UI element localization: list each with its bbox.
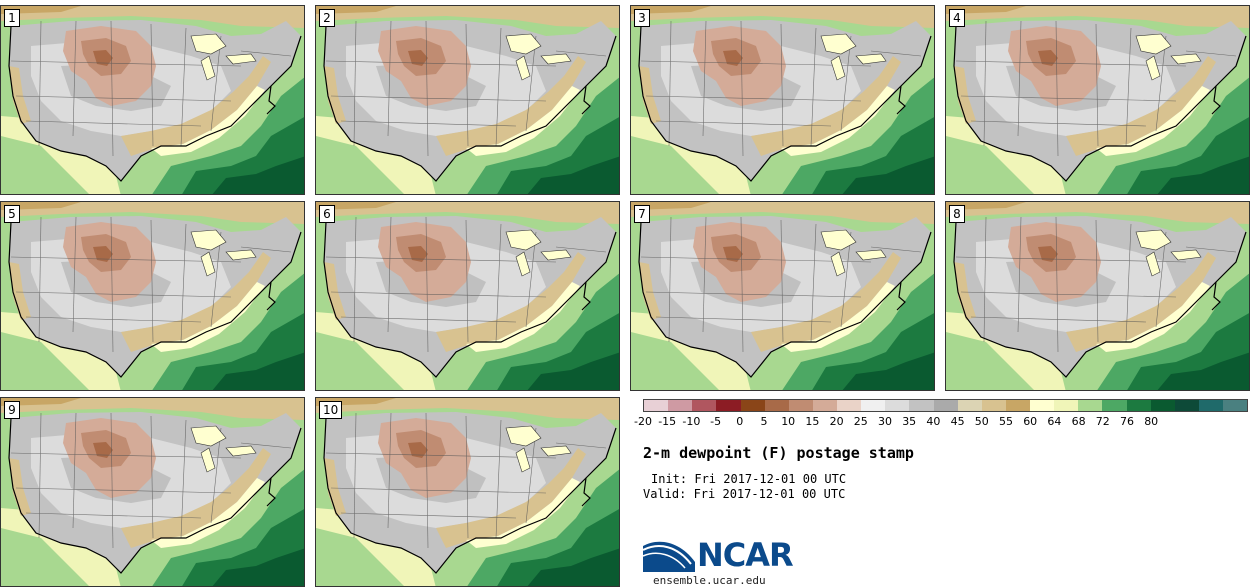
- colorbar-tick-label: 40: [926, 415, 941, 428]
- ncar-logo-text: NCAR: [697, 536, 794, 574]
- panel-number-label: 3: [634, 9, 650, 27]
- colorbar-segment: [957, 400, 982, 411]
- colorbar-tick-label: 10: [781, 415, 796, 428]
- colorbar-segment: [716, 400, 741, 411]
- chart-title: 2-m dewpoint (F) postage stamp: [643, 444, 914, 462]
- dewpoint-map: [316, 202, 619, 390]
- colorbar-tick-label: 25: [853, 415, 868, 428]
- panel-number-label: 1: [4, 9, 20, 27]
- colorbar-tick-label: 20: [829, 415, 844, 428]
- panel-number-label: 10: [319, 401, 343, 419]
- map-panel-10: 10: [315, 397, 620, 587]
- colorbar-segment: [812, 400, 837, 411]
- colorbar-segment: [1174, 400, 1199, 411]
- colorbar-tick-label: -5: [710, 415, 722, 428]
- colorbar-segment: [1054, 400, 1079, 411]
- colorbar-segment: [1078, 400, 1103, 411]
- panel-number-label: 4: [949, 9, 965, 27]
- colorbar-segment: [933, 400, 958, 411]
- colorbar-tick-label: 80: [1144, 415, 1159, 428]
- colorbar-tick-label: 35: [902, 415, 917, 428]
- panel-number-label: 9: [4, 401, 20, 419]
- panel-number-label: 8: [949, 205, 965, 223]
- colorbar-segment: [644, 400, 669, 411]
- colorbar-segment: [740, 400, 765, 411]
- colorbar-tick-label: -10: [682, 415, 701, 428]
- colorbar-tick-label: 30: [878, 415, 892, 428]
- dewpoint-map: [946, 202, 1249, 390]
- colorbar-tick-label: 68: [1071, 415, 1086, 428]
- ncar-url: ensemble.ucar.edu: [653, 574, 766, 587]
- panel-number-label: 2: [319, 9, 335, 27]
- colorbar-tick-label: 15: [805, 415, 820, 428]
- colorbar-segment: [692, 400, 717, 411]
- map-panel-3: 3: [630, 5, 935, 195]
- colorbar-segment: [1030, 400, 1055, 411]
- ncar-logo-mark-icon: [643, 541, 695, 572]
- panel-number-label: 6: [319, 205, 335, 223]
- dewpoint-map: [316, 6, 619, 194]
- colorbar-segment: [909, 400, 934, 411]
- colorbar-labels: -20 -15 -10 -5 0 5 10 15 20 25 30 35 40 45 50 55 60 64 68 7…: [630, 415, 1250, 429]
- colorbar-segment: [885, 400, 910, 411]
- colorbar-segment: [1198, 400, 1223, 411]
- colorbar-tick-label: 64: [1047, 415, 1062, 428]
- colorbar-segment: [861, 400, 886, 411]
- colorbar-segment: [1005, 400, 1030, 411]
- colorbar-tick-label: -20: [634, 415, 652, 428]
- colorbar-segment: [764, 400, 789, 411]
- colorbar-segment: [1126, 400, 1151, 411]
- colorbar-tick-label: 72: [1095, 415, 1110, 428]
- map-panel-2: 2: [315, 5, 620, 195]
- panel-number-label: 7: [634, 205, 650, 223]
- init-time: Init: Fri 2017-12-01 00 UTC: [651, 472, 847, 486]
- map-panel-1: 1: [0, 5, 305, 195]
- map-panel-6: 6: [315, 201, 620, 391]
- panel-number-label: 5: [4, 205, 20, 223]
- colorbar-tick-label: 50: [974, 415, 989, 428]
- colorbar-segment: [837, 400, 862, 411]
- map-panel-7: 7: [630, 201, 935, 391]
- dewpoint-map: [1, 398, 304, 586]
- colorbar-segment: [1223, 400, 1248, 411]
- colorbar-segment: [668, 400, 693, 411]
- colorbar-tick-label: -15: [658, 415, 677, 428]
- dewpoint-map: [1, 202, 304, 390]
- dewpoint-map: [316, 398, 619, 586]
- dewpoint-map: [631, 202, 934, 390]
- map-panel-5: 5: [0, 201, 305, 391]
- dewpoint-map: [1, 6, 304, 194]
- colorbar-tick-label: 60: [1023, 415, 1038, 428]
- dewpoint-colorbar: [643, 399, 1248, 412]
- colorbar-segment: [1102, 400, 1127, 411]
- colorbar-tick-label: 45: [950, 415, 965, 428]
- colorbar-segment: [981, 400, 1006, 411]
- colorbar-tick-label: 5: [760, 415, 768, 428]
- colorbar-segment: [1150, 400, 1175, 411]
- dewpoint-map: [631, 6, 934, 194]
- colorbar-segment: [788, 400, 813, 411]
- dewpoint-map: [946, 6, 1249, 194]
- colorbar-tick-label: 55: [999, 415, 1013, 428]
- colorbar-tick-label: 0: [736, 415, 744, 428]
- map-panel-8: 8: [945, 201, 1250, 391]
- map-panel-9: 9: [0, 397, 305, 587]
- map-panel-4: 4: [945, 5, 1250, 195]
- valid-time: Valid: Fri 2017-12-01 00 UTC: [643, 487, 846, 501]
- colorbar-tick-label: 76: [1120, 415, 1134, 428]
